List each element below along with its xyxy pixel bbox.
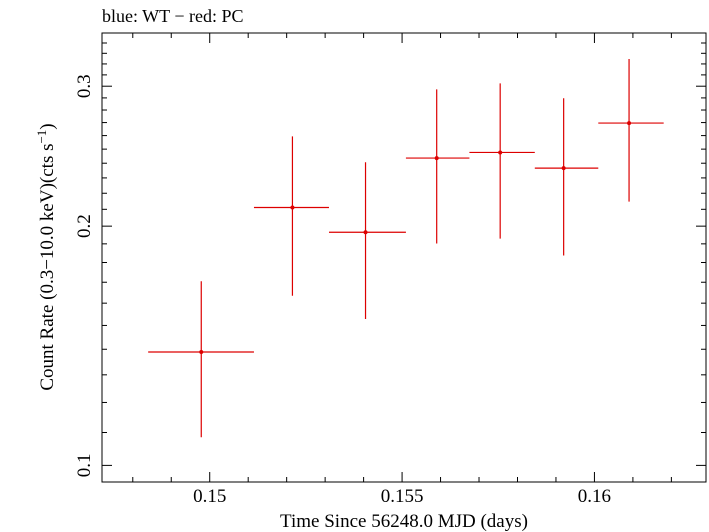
y-axis-title-close: ) bbox=[37, 123, 58, 129]
major-ticks bbox=[102, 33, 706, 482]
chart-title: blue: WT − red: PC bbox=[102, 6, 243, 26]
x-tick-label: 0.155 bbox=[381, 486, 424, 507]
y-axis-title-exponent: −1 bbox=[34, 130, 49, 144]
y-tick-label: 0.3 bbox=[74, 74, 95, 98]
x-tick-label: 0.15 bbox=[193, 486, 226, 507]
x-axis-title: Time Since 56248.0 MJD (days) bbox=[280, 511, 528, 532]
data-point bbox=[434, 156, 439, 161]
data-layer bbox=[148, 59, 664, 438]
data-point bbox=[627, 121, 632, 126]
y-axis-title-main: Count Rate (0.3−10.0 keV)(cts s bbox=[37, 144, 58, 391]
tick-labels: 0.15 0.155 0.16 0.1 0.2 0.3 bbox=[74, 74, 611, 507]
plot-frame bbox=[101, 32, 707, 483]
data-point bbox=[498, 150, 503, 155]
y-tick-label: 0.2 bbox=[74, 214, 95, 238]
minor-ticks bbox=[102, 33, 706, 482]
data-point bbox=[561, 166, 566, 171]
data-point bbox=[363, 230, 368, 235]
data-point bbox=[199, 349, 204, 354]
y-tick-label: 0.1 bbox=[74, 454, 95, 478]
x-tick-label: 0.16 bbox=[578, 486, 611, 507]
data-point bbox=[290, 205, 295, 210]
y-axis-title: Count Rate (0.3−10.0 keV)(cts s−1) bbox=[34, 123, 58, 390]
